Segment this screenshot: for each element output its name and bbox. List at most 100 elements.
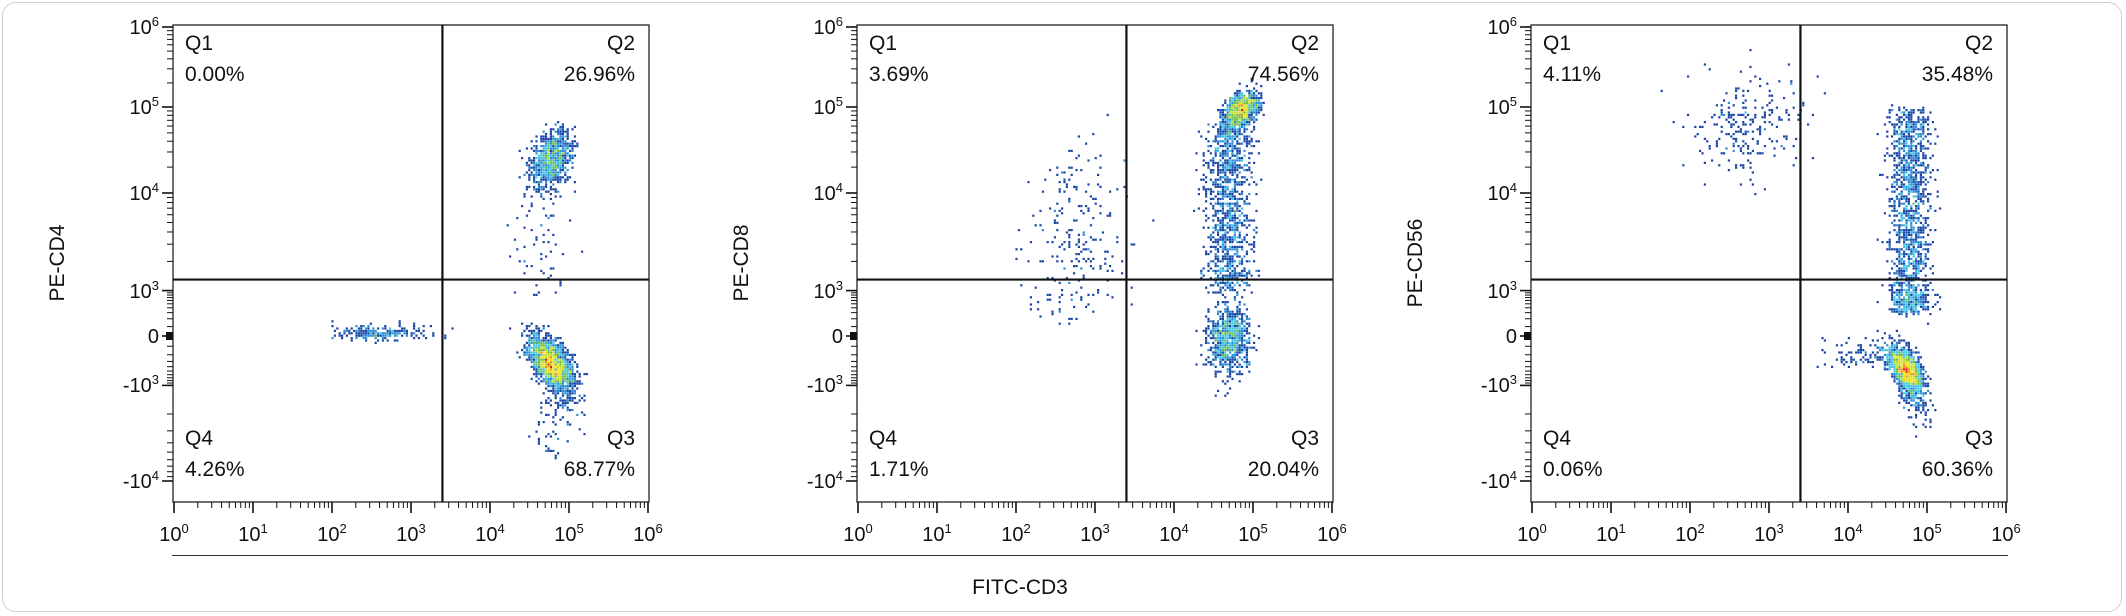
event-dot [345,334,348,337]
event-dot [545,190,548,193]
event-dot [561,375,564,378]
event-dot [1080,298,1083,301]
event-dot [1217,238,1220,241]
event-dot [1226,349,1229,352]
event-dot [1231,365,1234,368]
event-dot [1231,149,1234,152]
event-dot [545,166,548,169]
event-dot [1217,197,1220,200]
event-dot [1893,248,1896,251]
event-dot [1221,269,1224,272]
event-dot [1248,361,1251,364]
event-dot [1245,123,1248,126]
event-dot [1912,262,1915,265]
event-dot [1903,397,1906,400]
event-dot [374,337,377,340]
event-dot [557,353,560,356]
event-dot [1924,221,1927,224]
event-dot [1236,97,1239,100]
event-dot [1209,332,1212,335]
event-dot [1912,121,1915,124]
event-dot [1924,286,1927,289]
event-dot [1917,159,1920,162]
plot-panel-cd56: 100 101 102 103 104 105 106 106 105 104 103 0 -103 -1… [1404,15,2021,545]
event-dot [1226,202,1229,205]
event-dot [557,133,560,136]
event-dot [1756,128,1759,131]
event-dot [1226,320,1229,323]
event-dot [1917,298,1920,301]
y-tick-base: -10 [806,471,836,493]
event-dot [1903,392,1906,395]
event-dot [533,145,536,148]
event-dot [1927,385,1930,388]
event-dot [561,344,564,347]
event-dot [1245,202,1248,205]
event-dot [1231,339,1234,342]
event-dot [1231,272,1234,275]
event-dot [355,332,358,335]
event-dot [1217,291,1220,294]
event-dot [1075,243,1078,246]
event-dot [1783,147,1786,150]
event-dot [1915,152,1918,155]
event-dot [533,349,536,352]
event-dot [1912,310,1915,313]
event-dot [1233,147,1236,150]
event-dot [1929,313,1932,316]
event-dot [1924,392,1927,395]
event-dot [1917,207,1920,210]
event-dot [1229,265,1232,268]
event-dot [1231,370,1234,373]
event-dot [1077,135,1080,138]
event-dot [573,380,576,383]
event-dot [542,171,545,174]
event-dot [1236,217,1239,220]
event-dot [1217,389,1220,392]
event-dot [1891,291,1894,294]
event-dot [549,173,552,176]
y-zero-tick-cluster [850,332,857,340]
event-dot [554,389,557,392]
event-dot [1231,214,1234,217]
event-dot [549,334,552,337]
event-dot [581,250,584,253]
event-dot [1754,113,1757,116]
y-tick-base: 10 [813,182,836,205]
event-dot [1903,159,1906,162]
event-dot [1915,286,1918,289]
event-dot [535,363,538,366]
event-dot [1886,358,1889,361]
event-dot [1229,133,1232,136]
event-dot [1864,358,1867,361]
event-dot [569,392,572,395]
event-dot [1927,118,1930,121]
event-dot [1233,118,1236,121]
event-dot [1903,245,1906,248]
event-dot [1020,248,1023,251]
event-dot [1915,181,1918,184]
event-dot [523,272,526,275]
event-dot [1236,351,1239,354]
event-dot [1205,253,1208,256]
event-dot [1903,195,1906,198]
event-dot [564,135,567,138]
event-dot [1900,361,1903,364]
event-dot [1922,291,1925,294]
event-dot [345,327,348,330]
event-dot [1236,173,1239,176]
event-dot [571,370,574,373]
event-dot [1898,365,1901,368]
event-dot [1205,161,1208,164]
event-dot [1221,344,1224,347]
event-dot [1910,135,1913,138]
event-dot [545,145,548,148]
event-dot [1792,164,1795,167]
event-dot [1221,349,1224,352]
event-dot [1233,224,1236,227]
event-dot [561,361,564,364]
event-dot [1241,183,1244,186]
event-dot [384,325,387,328]
event-dot [1248,152,1251,155]
event-dot [1898,238,1901,241]
